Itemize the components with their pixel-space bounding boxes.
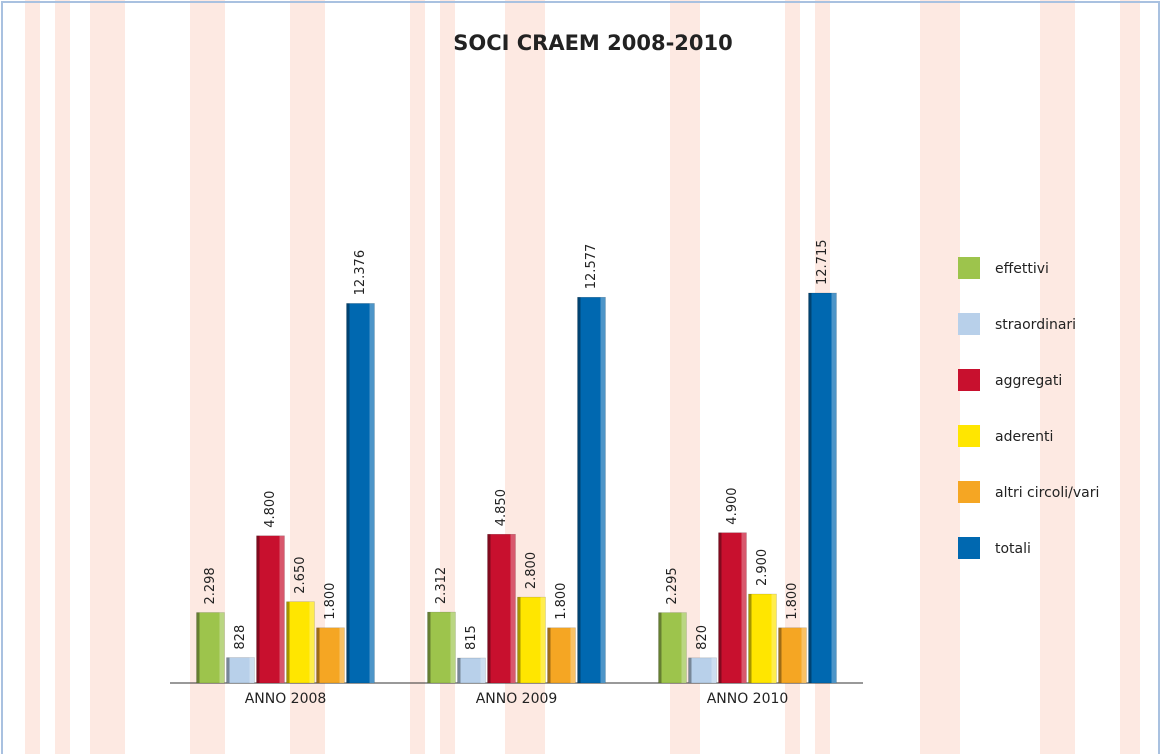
bar-shade: [369, 303, 375, 683]
bar-shade: [279, 535, 285, 683]
bar-shade: [510, 534, 516, 683]
bar: [517, 596, 546, 684]
value-label: 4.800: [263, 491, 278, 528]
value-label: 1.800: [554, 583, 569, 620]
legend-label: aderenti: [995, 429, 1053, 445]
value-label: 2.650: [293, 556, 308, 593]
value-label: 820: [695, 625, 710, 650]
legend-label: effettivi: [995, 261, 1049, 277]
chart-title: SOCI CRAEM 2008-2010: [453, 31, 733, 55]
bar-shade: [309, 601, 315, 683]
bar: [346, 303, 375, 684]
bar-shade: [771, 594, 777, 683]
value-label: 2.900: [755, 549, 770, 586]
value-label: 12.715: [815, 240, 830, 286]
value-label: 815: [464, 625, 479, 650]
bar-shade: [658, 612, 662, 683]
legend-label: totali: [995, 541, 1031, 557]
bar: [748, 593, 777, 684]
bar-shade: [339, 627, 345, 683]
bar-shade: [748, 594, 752, 683]
value-label: 4.900: [725, 487, 740, 524]
x-tick-label: ANNO 2010: [707, 691, 789, 707]
bar-shade: [547, 627, 551, 683]
bar-shade: [256, 535, 260, 683]
bar-shade: [517, 597, 521, 683]
legend-label: aggregati: [995, 373, 1062, 389]
bar: [427, 611, 456, 684]
bar-shade: [480, 658, 486, 683]
legend-label: altri circoli/vari: [995, 485, 1099, 501]
value-label: 2.800: [524, 552, 539, 589]
legend-swatch: [958, 257, 980, 279]
value-label: 4.850: [494, 489, 509, 526]
bar-shade: [219, 612, 225, 683]
legend-swatch: [958, 537, 980, 559]
bar: [688, 657, 717, 684]
bar-shade: [801, 627, 807, 683]
value-label: 1.800: [323, 583, 338, 620]
legend-swatch: [958, 481, 980, 503]
bar-shade: [487, 534, 491, 683]
bar: [316, 627, 345, 684]
legend-swatch: [958, 425, 980, 447]
bar: [577, 296, 606, 684]
bar: [487, 533, 516, 684]
bar-shade: [808, 293, 812, 683]
bar-shade: [540, 597, 546, 683]
bar-shade: [286, 601, 290, 683]
legend-swatch: [958, 369, 980, 391]
legend-label: straordinari: [995, 317, 1076, 333]
bar-shade: [688, 657, 692, 683]
bar: [658, 612, 687, 684]
bar-shade: [346, 303, 350, 683]
x-tick-label: ANNO 2009: [476, 691, 558, 707]
bar: [547, 627, 576, 684]
legend-swatch: [958, 313, 980, 335]
bar-shade: [600, 297, 606, 683]
bar: [196, 612, 225, 684]
bar-shade: [427, 612, 431, 683]
bar-shade: [196, 612, 200, 683]
bar-shade: [711, 657, 717, 683]
value-label: 12.376: [353, 250, 368, 296]
bar-shade: [316, 627, 320, 683]
bar: [256, 535, 285, 684]
bar: [718, 532, 747, 684]
value-label: 2.298: [203, 567, 218, 604]
bar-shade: [249, 657, 255, 683]
bar-shade: [778, 627, 782, 683]
bar-shade: [226, 657, 230, 683]
bar: [226, 657, 255, 684]
value-label: 2.295: [665, 567, 680, 604]
bar-shade: [681, 612, 687, 683]
bar-shade: [831, 293, 837, 683]
value-label: 828: [233, 625, 248, 650]
bar-shade: [577, 297, 581, 683]
bar: [286, 601, 315, 684]
bar: [778, 627, 807, 684]
bar: [808, 292, 837, 684]
bar-shade: [570, 627, 576, 683]
bar-shade: [741, 532, 747, 683]
bar-shade: [450, 612, 456, 683]
bar: [457, 657, 486, 684]
x-tick-label: ANNO 2008: [245, 691, 327, 707]
value-label: 2.312: [434, 567, 449, 604]
value-label: 1.800: [785, 583, 800, 620]
bar-shade: [457, 658, 461, 683]
value-label: 12.577: [584, 244, 599, 290]
bar-shade: [718, 532, 722, 683]
